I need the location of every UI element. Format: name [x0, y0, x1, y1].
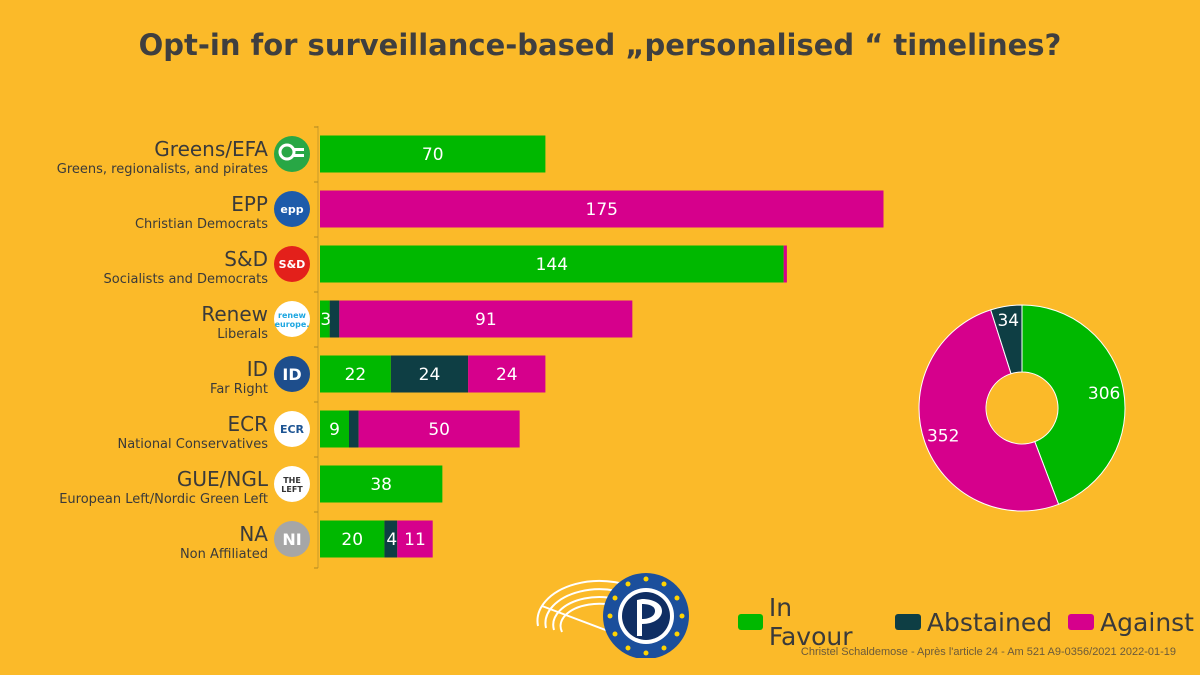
- svg-text:S&D: S&D: [279, 258, 306, 271]
- group-subtitle-label: Christian Democrats: [135, 217, 268, 232]
- svg-text:NI: NI: [282, 530, 301, 549]
- bar-value-label: 91: [475, 310, 497, 330]
- bar-value-label: 9: [329, 420, 340, 440]
- group-subtitle-label: National Conservatives: [117, 437, 268, 452]
- donut-slice-in-favour: [1021, 304, 1126, 505]
- group-subtitle-label: Far Right: [210, 382, 268, 397]
- svg-text:renew: renew: [278, 311, 306, 320]
- bar-value-label: 50: [428, 420, 450, 440]
- legend-label-against: Against: [1100, 607, 1194, 637]
- bar-favour-id: [320, 355, 391, 393]
- group-name-label: S&D: [224, 247, 268, 271]
- bar-against-ecr: [358, 410, 520, 448]
- bar-against-sd: [783, 245, 787, 283]
- donut-slice-label: 306: [1088, 384, 1120, 404]
- bar-favour-sd: [320, 245, 784, 283]
- donut-slice-abstained: [990, 304, 1023, 375]
- bar-value-label: 24: [496, 365, 518, 385]
- sd-logo: S&D: [274, 246, 310, 282]
- group-subtitle-label: European Left/Nordic Green Left: [59, 492, 268, 507]
- bar-favour-gue-ngl: [320, 465, 443, 503]
- bar-favour-greens-efa: [320, 135, 546, 173]
- na-logo: NI: [274, 521, 310, 557]
- id-logo: ID: [274, 356, 310, 392]
- group-subtitle-label: Greens, regionalists, and pirates: [57, 162, 268, 177]
- bar-favour-ecr: [320, 410, 349, 448]
- source-credit: Christel Schaldemose - Après l'article 2…: [800, 646, 1176, 658]
- group-subtitle-label: Liberals: [217, 327, 268, 342]
- bar-against-renew: [339, 300, 633, 338]
- svg-text:europe.: europe.: [275, 320, 310, 329]
- bar-value-label: 24: [419, 365, 441, 385]
- legend-item-against: Against: [1068, 608, 1194, 637]
- bar-favour-na: [320, 520, 385, 558]
- group-name-label: EPP: [231, 192, 268, 216]
- bar-value-label: 38: [370, 475, 392, 495]
- donut-slice-label: 34: [997, 311, 1019, 331]
- bar-abstained-ecr: [348, 410, 359, 448]
- bar-value-label: 22: [345, 365, 367, 385]
- bar-against-id: [468, 355, 546, 393]
- bar-abstained-id: [390, 355, 469, 393]
- legend-item-favour: In Favour: [738, 593, 879, 651]
- bar-favour-renew: [320, 300, 330, 338]
- svg-text:ID: ID: [282, 365, 301, 384]
- group-name-label: GUE/NGL: [177, 467, 269, 491]
- group-subtitle-label: Socialists and Democrats: [104, 272, 269, 287]
- legend-swatch-abstained: [894, 614, 921, 630]
- legend-item-abstained: Abstained: [894, 607, 1053, 637]
- bar-value-label: 3: [320, 310, 331, 330]
- chart-title: Opt-in for surveillance-based „personali…: [138, 28, 1062, 62]
- group-name-label: Renew: [201, 302, 268, 326]
- legend-label-abstained: Abstained: [926, 607, 1053, 637]
- svg-text:ECR: ECR: [280, 423, 305, 436]
- svg-text:epp: epp: [280, 203, 303, 216]
- ecr-logo: ECR: [274, 411, 310, 447]
- bar-abstained-renew: [329, 300, 340, 338]
- parliament-pirate-logo: [536, 573, 689, 658]
- bar-against-epp: [320, 190, 884, 228]
- greens-efa-logo: [274, 136, 310, 172]
- legend-swatch-against: [1068, 614, 1095, 630]
- legend: In Favour Abstained Against: [738, 593, 1200, 651]
- group-name-label: ID: [247, 357, 268, 381]
- bar-value-label: 4: [386, 530, 397, 550]
- legend-label-favour: In Favour: [768, 593, 853, 651]
- group-name-label: ECR: [228, 412, 269, 436]
- bar-value-label: 20: [341, 530, 363, 550]
- bar-value-label: 70: [422, 145, 444, 165]
- bar-value-label: 144: [536, 255, 568, 275]
- epp-logo: epp: [274, 191, 310, 227]
- donut-slice-label: 352: [927, 427, 959, 447]
- group-name-label: NA: [239, 522, 268, 546]
- bar-abstained-na: [384, 520, 398, 558]
- donut-chart: 306 352 34: [918, 304, 1126, 512]
- svg-text:THE: THE: [283, 476, 301, 485]
- bar-value-label: 175: [586, 200, 618, 220]
- bar-value-label: 11: [404, 530, 426, 550]
- legend-swatch-favour: [738, 614, 763, 630]
- group-subtitle-label: Non Affiliated: [180, 547, 268, 562]
- bar-against-na: [397, 520, 433, 558]
- svg-text:LEFT: LEFT: [281, 485, 303, 494]
- group-name-label: Greens/EFA: [154, 137, 268, 161]
- donut-slice-against: [918, 309, 1060, 512]
